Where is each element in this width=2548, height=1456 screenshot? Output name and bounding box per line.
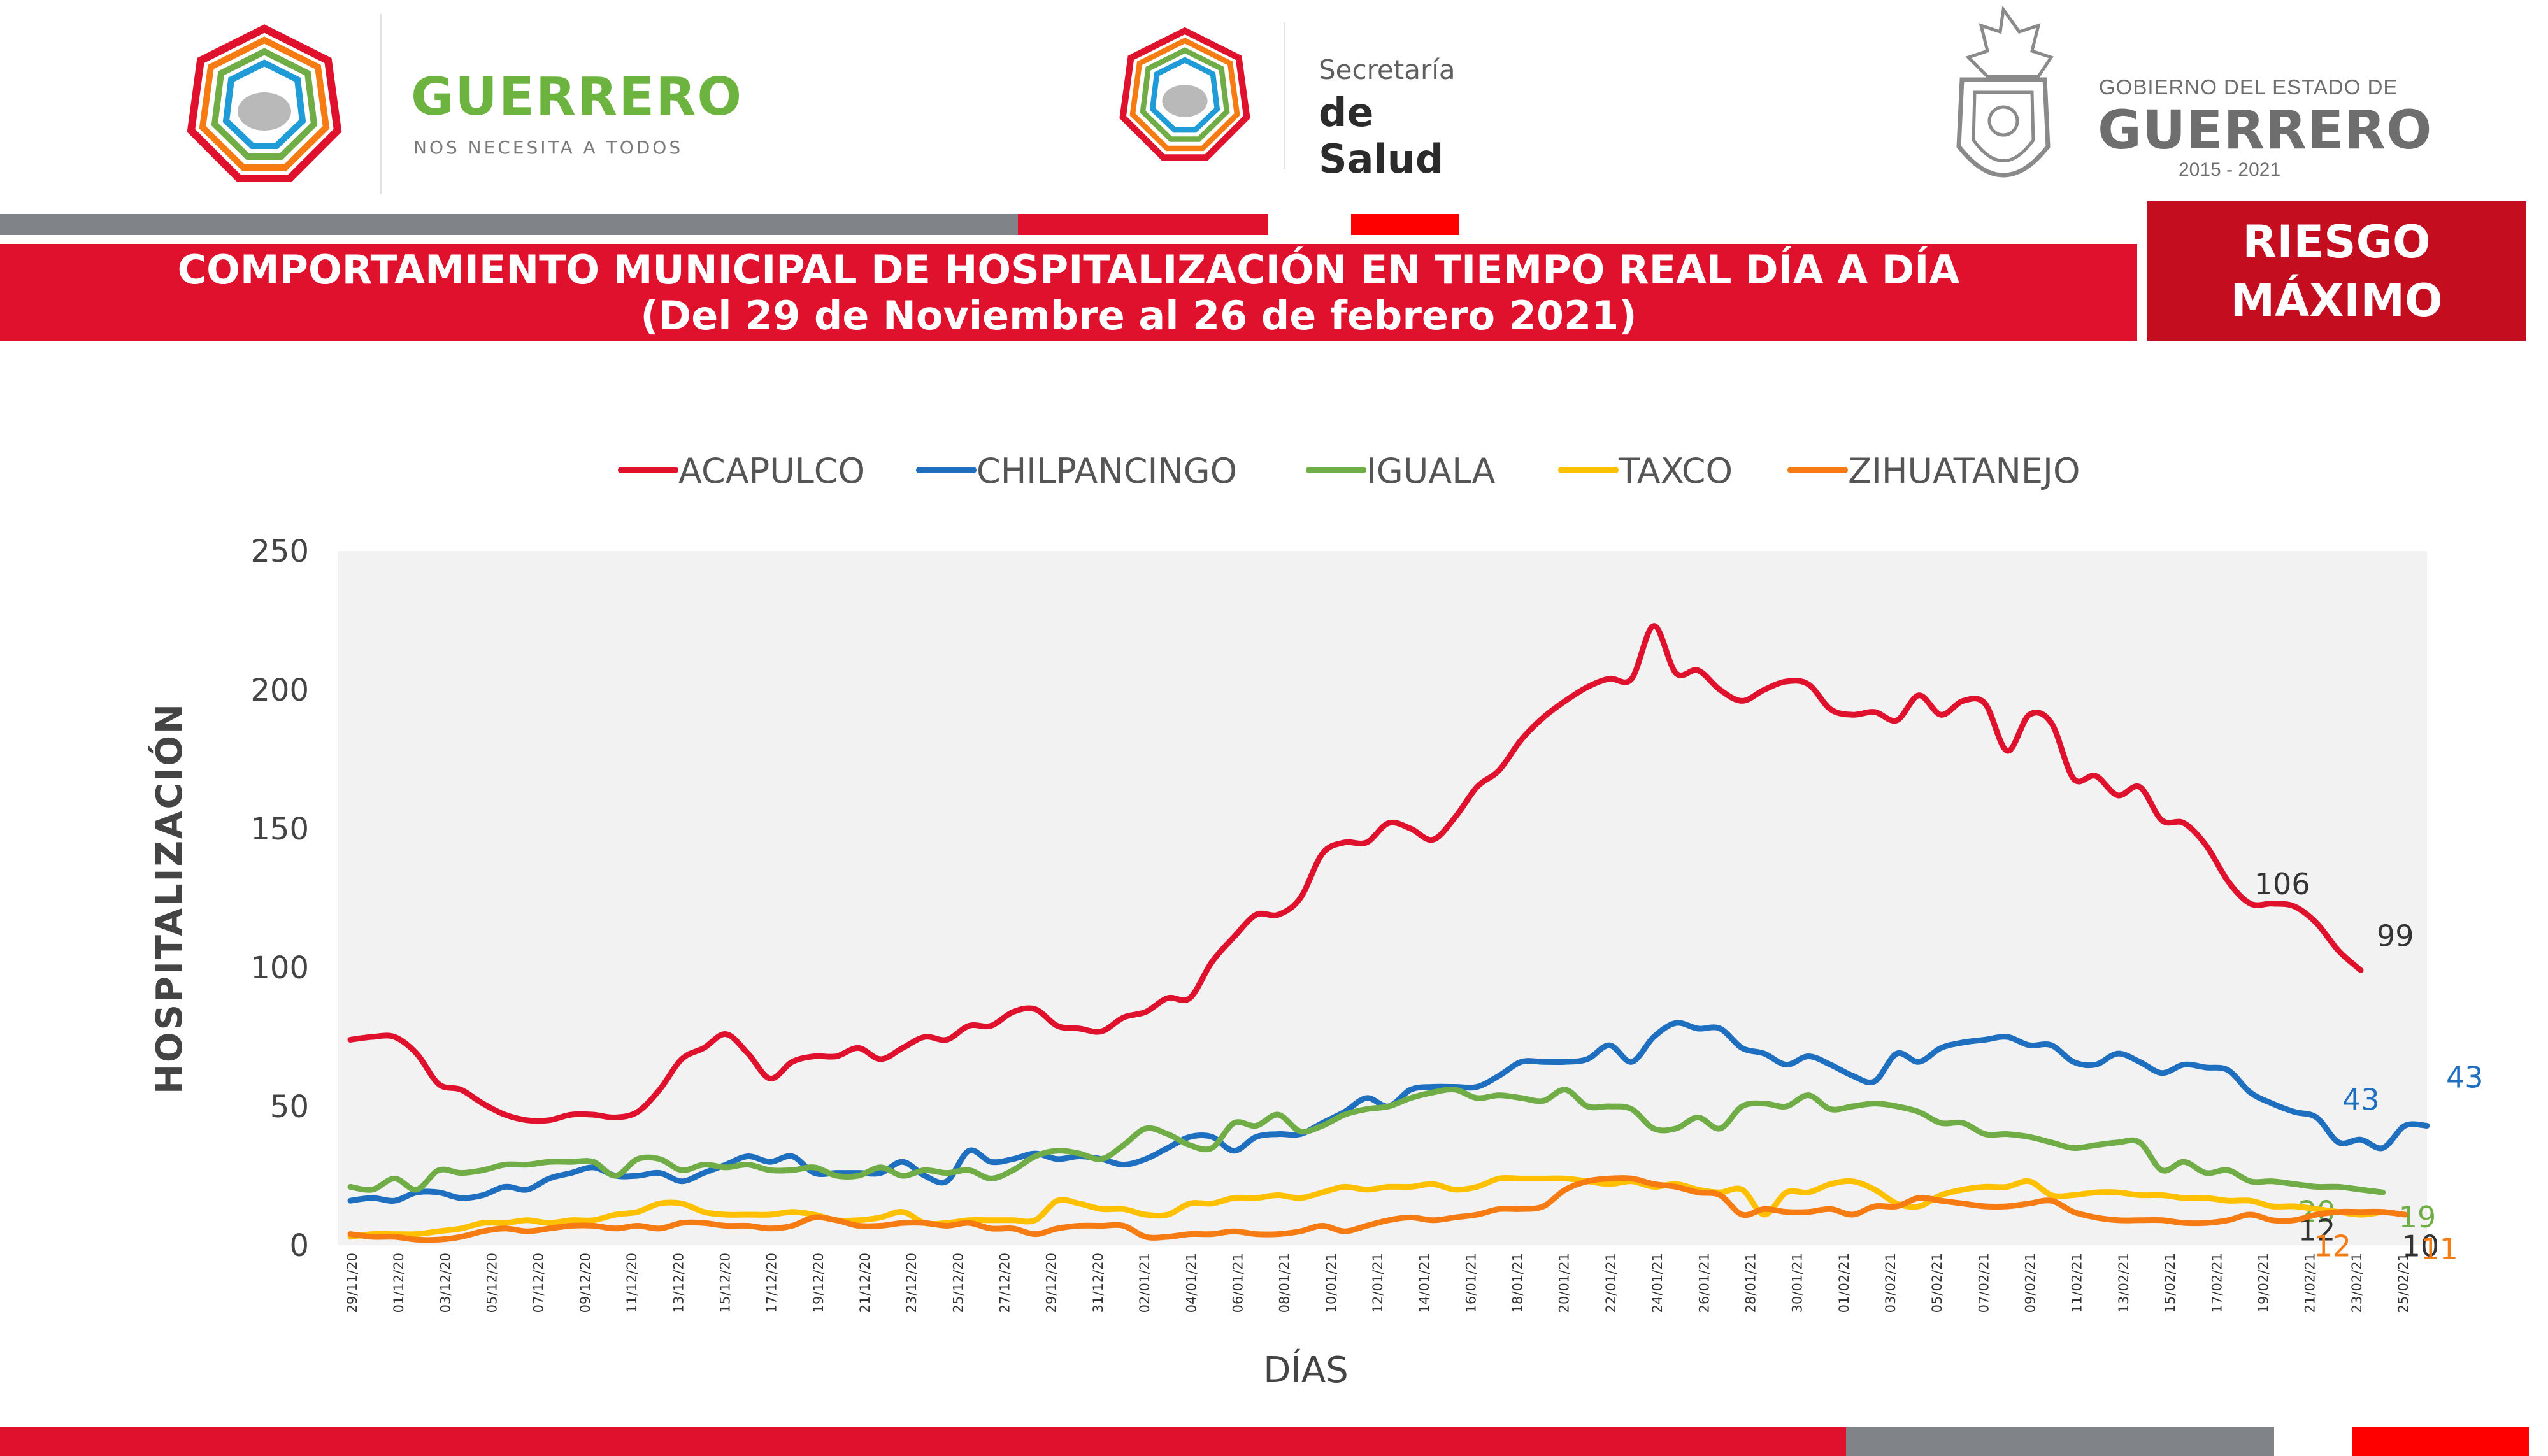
x-tick-label: 05/12/20	[485, 1253, 500, 1313]
x-tick-label: 09/02/21	[2023, 1253, 2038, 1313]
state-coat-of-arms-icon	[1956, 6, 2054, 178]
x-tick-label: 17/02/21	[2209, 1253, 2224, 1313]
x-tick-label: 19/12/20	[811, 1253, 826, 1313]
gobierno-line2: GUERRERO	[2098, 99, 2433, 161]
x-tick-label: 25/12/20	[950, 1253, 966, 1313]
x-tick-label: 19/02/21	[2256, 1253, 2271, 1313]
x-tick-label: 12/01/21	[1370, 1253, 1385, 1313]
top-red-accent-bar	[1351, 214, 1459, 235]
salud-divider	[1284, 22, 1285, 169]
data-label-zihuatanejo: 12	[2314, 1229, 2351, 1264]
y-tick-label: 0	[289, 1228, 309, 1264]
banner-subtitle: (Del 29 de Noviembre al 26 de febrero 20…	[640, 292, 1637, 339]
guerrero-brand: GUERRERO	[411, 67, 743, 127]
x-tick-label: 26/01/21	[1696, 1253, 1712, 1313]
x-tick-label: 21/02/21	[2303, 1253, 2318, 1313]
x-tick-label: 23/12/20	[904, 1253, 919, 1313]
x-tick-label: 09/12/20	[578, 1253, 593, 1313]
x-tick-label: 13/02/21	[2116, 1253, 2131, 1313]
x-tick-label: 01/02/21	[1836, 1253, 1852, 1313]
guerrero-tagline: NOS NECESITA A TODOS	[413, 137, 684, 158]
legend-label-chilpancingo: CHILPANCINGO	[977, 451, 1237, 491]
y-tick-label: 100	[250, 950, 309, 986]
x-tick-label: 11/02/21	[2070, 1253, 2085, 1313]
data-label-taxco: 10	[2402, 1229, 2440, 1264]
x-axis-title: DÍAS	[1263, 1349, 1349, 1391]
logo-gobierno: GOBIERNO DEL ESTADO DE GUERRERO 2015 - 2…	[1943, 6, 2465, 210]
hospitalization-line-chart: 0 50 100 150 200 250 29/11/20 01/12/20 03/12/20 0…	[149, 451, 2484, 1391]
x-tick-label: 06/01/21	[1230, 1253, 1245, 1313]
x-tick-label: 21/12/20	[857, 1253, 873, 1313]
legend-label-zihuatanejo: ZIHUATANEJO	[1848, 451, 2080, 491]
y-tick-label: 250	[250, 534, 309, 569]
x-tick-label: 02/01/21	[1137, 1253, 1152, 1313]
series-line-iguala	[347, 1086, 2386, 1195]
y-tick-label: 150	[250, 811, 309, 847]
logo-guerrero: GUERRERO NOS NECESITA A TODOS	[182, 22, 741, 188]
x-tick-label: 27/12/20	[998, 1253, 1013, 1313]
data-label-acapulco: 106	[2254, 867, 2310, 901]
x-tick-label: 18/01/21	[1510, 1253, 1526, 1313]
x-tick-label: 16/01/21	[1463, 1253, 1478, 1313]
data-label-zihuatanejo: 11	[2421, 1232, 2458, 1266]
guerrero-emblem-icon	[187, 24, 342, 182]
risk-line2: MÁXIMO	[2230, 274, 2443, 327]
salud-line2: de Salud	[1319, 89, 1444, 182]
salud-line1: Secretaría	[1319, 54, 1456, 85]
x-tick-label: 13/12/20	[671, 1253, 686, 1313]
gobierno-line1: GOBIERNO DEL ESTADO DE	[2099, 75, 2398, 99]
x-tick-label: 17/12/20	[764, 1253, 780, 1313]
x-tick-label: 29/12/20	[1044, 1253, 1059, 1313]
series-line-zihuatanejo	[347, 1175, 2408, 1243]
x-tick-label: 22/01/21	[1603, 1253, 1619, 1313]
banner-title: COMPORTAMIENTO MUNICIPAL DE HOSPITALIZAC…	[177, 246, 1960, 293]
plot-area	[338, 551, 2427, 1245]
y-tick-label: 50	[270, 1089, 309, 1125]
x-tick-label: 31/12/20	[1091, 1253, 1106, 1313]
top-gray-bar	[0, 214, 1018, 235]
x-tick-label: 01/12/20	[391, 1253, 406, 1313]
series-line-taxco	[347, 1174, 2386, 1240]
top-red-bar	[1018, 214, 1268, 235]
x-tick-label: 30/01/21	[1790, 1253, 1805, 1313]
x-tick-label: 29/11/20	[345, 1253, 360, 1313]
x-tick-label: 03/12/20	[438, 1253, 453, 1313]
legend-label-iguala: IGUALA	[1366, 451, 1496, 491]
legend-label-taxco: TAXCO	[1618, 451, 1733, 491]
x-tick-label: 03/02/21	[1883, 1253, 1898, 1313]
legend-label-acapulco: ACAPULCO	[678, 451, 865, 491]
data-label-acapulco: 99	[2377, 918, 2414, 953]
x-tick-label: 15/12/20	[717, 1253, 733, 1313]
x-tick-label: 14/01/21	[1417, 1253, 1432, 1313]
data-label-chilpancingo: 43	[2342, 1082, 2380, 1117]
x-tick-label: 24/01/21	[1650, 1253, 1665, 1313]
x-tick-label: 20/01/21	[1557, 1253, 1572, 1313]
x-tick-label: 28/01/21	[1743, 1253, 1758, 1313]
x-tick-label: 08/01/21	[1277, 1253, 1292, 1313]
x-tick-label: 10/01/21	[1324, 1253, 1339, 1313]
x-tick-label: 15/02/21	[2163, 1253, 2178, 1313]
y-axis-title: HOSPITALIZACIÓN	[149, 702, 190, 1094]
salud-emblem-icon	[1119, 27, 1250, 161]
risk-badge: RIESGO MÁXIMO	[2147, 201, 2526, 341]
y-tick-label: 200	[250, 673, 309, 708]
x-tick-label: 25/02/21	[2396, 1253, 2411, 1313]
risk-line1: RIESGO	[2242, 215, 2431, 268]
x-tick-label: 07/02/21	[1976, 1253, 1991, 1313]
logo-salud: Secretaría de Salud	[1115, 22, 1510, 182]
x-tick-label: 23/02/21	[2349, 1253, 2365, 1313]
bottom-gray-bar	[1846, 1427, 2274, 1456]
x-tick-label: 07/12/20	[531, 1253, 547, 1313]
gobierno-years: 2015 - 2021	[2179, 159, 2281, 180]
bottom-red-bar-main	[0, 1427, 1846, 1456]
bottom-red-accent-bar	[2352, 1427, 2529, 1456]
x-tick-label: 04/01/21	[1184, 1253, 1199, 1313]
series-line-acapulco	[347, 623, 2364, 1124]
title-banner: COMPORTAMIENTO MUNICIPAL DE HOSPITALIZAC…	[0, 244, 2137, 341]
x-tick-label: 11/12/20	[624, 1253, 640, 1313]
data-label-chilpancingo: 43	[2446, 1060, 2484, 1095]
x-tick-label: 05/02/21	[1929, 1253, 1945, 1313]
header-divider	[380, 14, 382, 194]
